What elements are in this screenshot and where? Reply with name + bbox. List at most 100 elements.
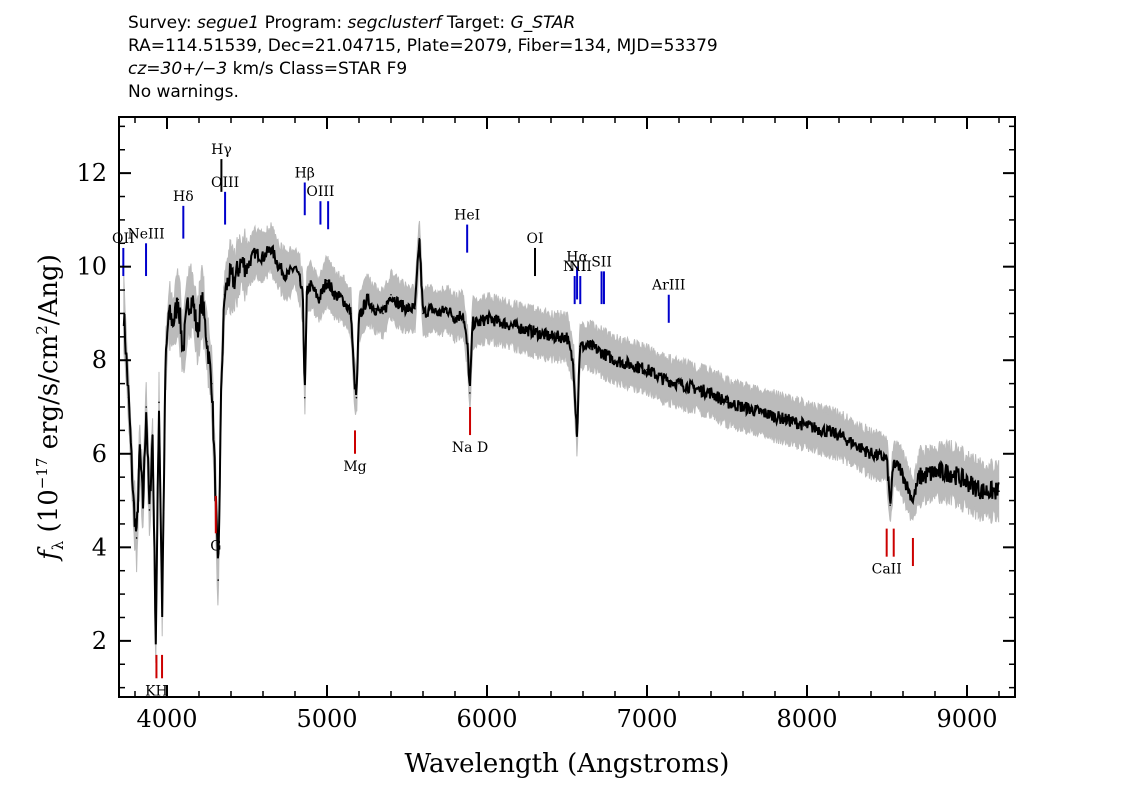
flux-point — [217, 579, 219, 581]
flux-point — [262, 256, 264, 259]
flux-point — [446, 307, 448, 310]
flux-point — [422, 312, 424, 315]
program-value: segclusterf — [347, 13, 442, 33]
cz-value: cz=30+/−3 — [128, 59, 228, 79]
flux-point — [326, 279, 328, 282]
flux-point — [139, 448, 141, 450]
line-marker-label: Hδ — [173, 189, 194, 205]
flux-point — [132, 499, 135, 502]
flux-layer — [122, 237, 1000, 645]
flux-point — [187, 303, 189, 305]
flux-point — [598, 350, 600, 352]
flux-point — [318, 298, 320, 301]
tick-layer: 4000 5000 6000 7000 8000 9000 2 4 6 8 10 12 — [76, 117, 1015, 733]
flux-point — [646, 368, 648, 371]
line-marker-label: OI — [526, 231, 543, 247]
flux-point — [306, 289, 308, 291]
x-tick-label: 4000 — [136, 705, 197, 733]
flux-point — [294, 265, 296, 268]
flux-point — [223, 293, 226, 296]
survey-label: Survey: — [128, 13, 192, 33]
flux-point — [982, 490, 984, 492]
flux-point — [278, 265, 280, 268]
flux-point — [414, 307, 416, 310]
flux-point — [534, 331, 536, 333]
header-line-survey: Survey: segue1 Program: segclusterf Targ… — [128, 12, 718, 35]
flux-point — [838, 434, 840, 436]
y-tick-label: 6 — [92, 440, 107, 468]
line-marker-label: NeIII — [127, 226, 164, 242]
flux-point — [167, 312, 170, 315]
flux-point — [438, 312, 440, 315]
flux-point — [502, 322, 504, 324]
y-tick-label: 4 — [92, 533, 107, 561]
line-marker-label: Hγ — [211, 142, 232, 158]
flux-point — [142, 504, 144, 507]
y-tick-label: 12 — [76, 159, 107, 187]
flux-point — [246, 265, 248, 268]
flux-point — [155, 640, 157, 642]
header-line-warnings: No warnings. — [128, 82, 239, 102]
flux-point — [342, 298, 344, 301]
flux-point — [518, 326, 520, 329]
flux-point — [355, 396, 358, 399]
program-label: Program: — [264, 13, 343, 33]
flux-point — [374, 307, 376, 310]
flux-point — [164, 368, 167, 371]
flux-point — [576, 434, 578, 436]
flux-point — [191, 298, 194, 301]
flux-point — [694, 387, 696, 390]
line-marker-label: OIII — [211, 175, 239, 191]
flux-point — [889, 504, 891, 507]
flux-point — [228, 275, 231, 277]
flux-point — [471, 322, 474, 324]
flux-point — [148, 509, 151, 511]
flux-point — [418, 237, 421, 240]
flux-point — [726, 401, 728, 404]
flux-point — [206, 340, 208, 343]
y-tick-label: 8 — [92, 346, 107, 374]
flux-point — [358, 317, 360, 319]
line-marker-label: SII — [591, 254, 612, 270]
flux-point — [302, 298, 304, 301]
flux-point — [233, 279, 235, 282]
flux-point — [790, 420, 792, 422]
flux-point — [579, 345, 581, 347]
flux-point — [662, 378, 664, 380]
line-marker-label: OIII — [306, 184, 334, 200]
flux-point — [899, 467, 901, 469]
flux-point — [135, 537, 138, 539]
flux-point — [366, 298, 368, 301]
line-marker-label: CaII — [872, 562, 902, 578]
flux-point — [220, 378, 223, 380]
flux-point — [254, 251, 256, 254]
flux-point — [406, 307, 408, 310]
header-line-coordinates: RA=114.51539, Dec=21.04715, Plate=2079, … — [128, 36, 718, 56]
flux-point — [299, 279, 301, 282]
flux-point — [270, 247, 272, 249]
flux-point — [303, 396, 306, 399]
line-marker-label: NII — [563, 259, 586, 275]
flux-point — [912, 499, 914, 502]
line-marker-label: G — [210, 538, 221, 554]
flux-point — [196, 331, 199, 333]
flux-point — [462, 312, 464, 315]
flux-point — [286, 275, 288, 277]
flux-point — [950, 471, 952, 474]
flux-point — [398, 303, 400, 305]
flux-point — [182, 350, 184, 352]
target-value: G_STAR — [510, 13, 576, 33]
flux-point — [614, 359, 616, 362]
flux-point — [678, 382, 680, 385]
flux-point — [870, 452, 872, 455]
line-marker-label: Mg — [343, 459, 366, 475]
flux-point — [214, 476, 216, 478]
flux-line — [122, 239, 1000, 645]
y-axis-title: fλ (10−17 erg/s/cm2/Ang) — [33, 254, 67, 562]
flux-point — [774, 415, 776, 418]
flux-point — [145, 406, 147, 408]
flux-point — [486, 317, 488, 319]
line-marker-label: HeI — [454, 208, 480, 224]
header-line-redshift: cz=30+/−3 km/s Class=STAR F9 — [128, 58, 718, 81]
